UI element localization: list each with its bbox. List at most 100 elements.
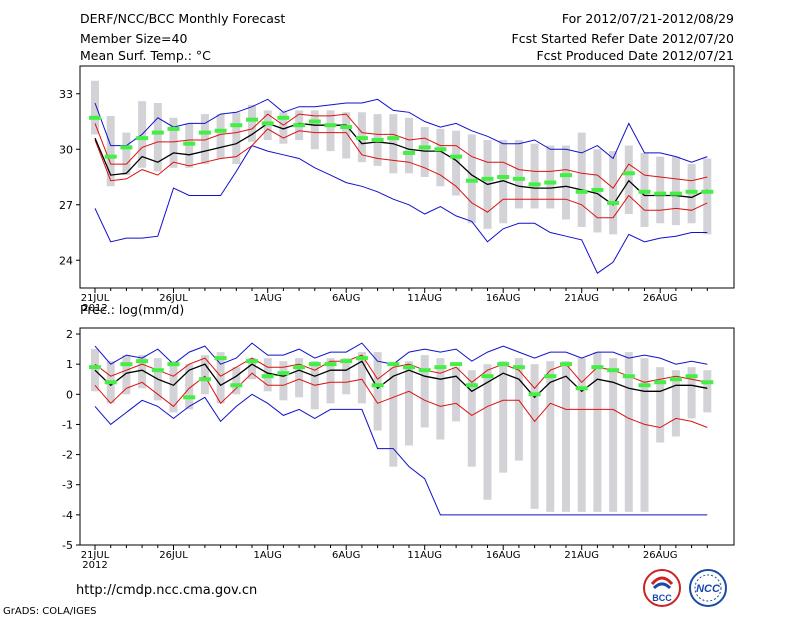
prec-range-bar [483, 364, 492, 500]
temp-range-bar [609, 151, 618, 235]
prec-y-tick-label: -1 [62, 418, 73, 431]
prec-range-bar [624, 352, 633, 512]
prec-range-bar [279, 361, 288, 401]
prec-y-tick-label: 0 [66, 388, 73, 401]
prec-median-marker [151, 368, 164, 373]
prec-range-bar [122, 355, 131, 395]
temp-median-marker [89, 115, 101, 120]
prec-median-marker [497, 362, 510, 367]
temp-median-marker [575, 189, 588, 194]
temp-median-marker [638, 189, 651, 194]
prec-median-marker [214, 356, 227, 361]
produced-date: Fcst Produced Date 2012/07/21 [536, 48, 734, 63]
prec-x-tick-label: 11AUG [407, 550, 442, 561]
prec-median-marker [355, 356, 368, 361]
prec-range-bar [593, 352, 602, 512]
prec-median-marker [465, 383, 478, 388]
prec-median-marker [544, 374, 557, 379]
prec-median-marker [371, 383, 384, 388]
temp-range-bar [91, 80, 99, 135]
temp-median-marker [528, 182, 541, 187]
temp-mean-plus-sd-line [94, 113, 708, 189]
prec-median-marker [685, 374, 698, 379]
temp-median-marker [136, 136, 149, 141]
prec-x-tick-label: 26JUL [159, 550, 188, 561]
temp-range-bar [122, 132, 131, 176]
temp-median-marker [607, 200, 620, 205]
prec-range-bar [169, 361, 178, 413]
bcc-logo-text: BCC [652, 593, 672, 603]
prec-mean-minus-sd-line [94, 372, 708, 429]
prec-x-tick-label: 1AUG [254, 550, 282, 561]
temp-median-marker [198, 130, 211, 135]
forecast-period: For 2012/07/21-2012/08/29 [561, 11, 734, 26]
prec-range-bar [185, 364, 194, 410]
temp-median-marker [324, 123, 337, 128]
prec-range-bar [357, 352, 366, 404]
prec-label: Prec.: log(mm/d) [80, 302, 185, 317]
temp-median-marker [293, 123, 306, 128]
temp-range-bar [169, 117, 178, 168]
temp-x-tick-label: 21JUL [81, 293, 110, 304]
prec-median-marker [403, 365, 415, 370]
temp-median-marker [151, 130, 164, 135]
prec-plot-frame [79, 327, 735, 546]
prec-mean-line [94, 360, 708, 399]
prec-median-marker [481, 374, 494, 379]
temp-median-marker [497, 175, 510, 179]
temp-x-tick-label: 6AUG [332, 293, 360, 304]
prec-median-marker [512, 365, 525, 370]
prec-range-bar [373, 352, 382, 431]
temp-range-bar [530, 143, 539, 209]
refer-date: Fcst Started Refer Date 2012/07/20 [511, 31, 735, 46]
prec-median-marker [89, 365, 101, 370]
prec-range-bar [342, 358, 351, 395]
temp-median-marker [450, 154, 463, 159]
temp-range-bar [405, 117, 413, 174]
prec-max-line [94, 342, 708, 365]
chart-title: DERF/NCC/BCC Monthly Forecast [80, 11, 286, 26]
prec-median-marker [434, 365, 447, 370]
prec-range-bar [656, 367, 665, 443]
prec-median-marker [387, 362, 400, 367]
temp-median-marker [308, 119, 321, 124]
prec-range-bar [200, 355, 209, 395]
temp-range-bar [310, 110, 319, 150]
temp-median-marker [277, 115, 290, 120]
prec-x-tick-label: 21JUL [81, 550, 110, 561]
temp-median-marker [261, 121, 274, 126]
prec-mean-plus-sd-line [94, 354, 708, 390]
prec-median-marker [607, 368, 620, 373]
temp-median-marker [560, 173, 572, 178]
prec-range-bar [138, 355, 147, 389]
prec-range-bar [405, 361, 413, 446]
temp-x-year-label: 2012 [82, 303, 107, 314]
temp-median-marker [355, 136, 368, 141]
prec-median-marker [654, 380, 667, 385]
temp-median-marker [701, 189, 714, 194]
prec-median-marker [183, 395, 196, 400]
prec-median-marker [308, 362, 321, 367]
temp-range-bar [436, 128, 445, 187]
prec-median-marker [246, 359, 258, 364]
prec-range-bar [232, 367, 241, 395]
prec-x-tick-label: 26AUG [643, 550, 678, 561]
prec-median-marker [167, 362, 180, 367]
temp-range-bar [656, 156, 665, 224]
prec-x-year-label: 2012 [82, 560, 107, 571]
temp-range-bar [106, 115, 115, 187]
temp-max-line [94, 98, 708, 163]
prec-range-bar [703, 370, 712, 413]
temp-y-tick-label: 24 [59, 254, 73, 267]
prec-range-bar [91, 349, 99, 392]
prec-median-marker [701, 380, 714, 385]
prec-median-marker [230, 383, 243, 388]
website-url[interactable]: http://cmdp.ncc.cma.gov.cn [76, 583, 258, 598]
prec-median-marker [669, 377, 682, 382]
prec-median-marker [261, 374, 274, 379]
temp-median-marker [214, 128, 227, 133]
temp-min-line [94, 144, 708, 274]
temp-median-marker [654, 191, 667, 196]
prec-range-bar [514, 358, 523, 461]
